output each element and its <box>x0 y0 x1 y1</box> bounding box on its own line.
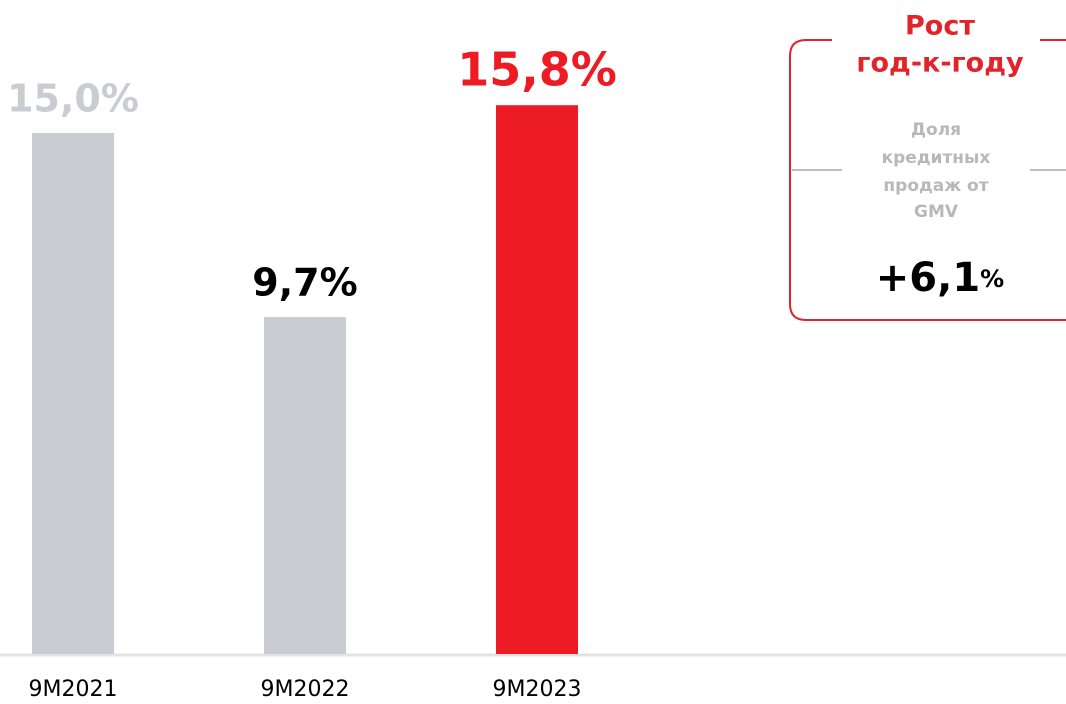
annotation-label: GMV <box>914 202 959 222</box>
annotation-box <box>789 39 1066 321</box>
bar <box>32 132 114 654</box>
x-tick-label: 9M2023 <box>493 677 582 702</box>
annotation-label: кредитных <box>882 148 991 168</box>
bar <box>264 317 346 654</box>
annotation-title: год-к-году <box>856 48 1024 79</box>
annotation-label: Доля <box>911 120 961 140</box>
data-label: 15,8% <box>457 43 617 97</box>
annotation-value: +6,1% <box>876 255 1004 301</box>
data-label: 15,0% <box>7 76 139 120</box>
annotation-title: Рост <box>905 11 975 42</box>
bar <box>496 105 578 654</box>
x-tick-label: 9M2021 <box>29 677 118 702</box>
annotation-label: продаж от <box>883 176 988 196</box>
annotation-number: +6,1 <box>876 255 980 301</box>
data-label: 9,7% <box>252 261 357 305</box>
annotation-unit: % <box>980 265 1004 293</box>
x-tick-label: 9M2022 <box>261 677 350 702</box>
